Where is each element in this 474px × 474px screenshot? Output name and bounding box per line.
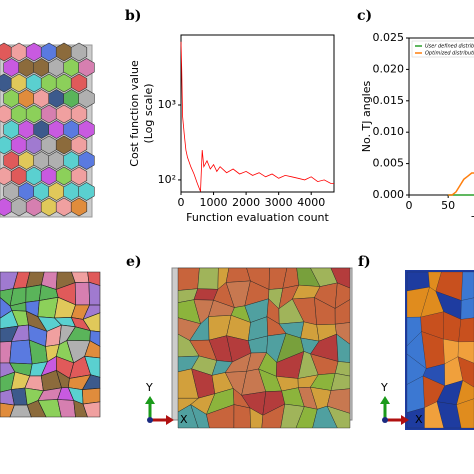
y-axis-label: (Log scale) [142,83,155,143]
grain [461,271,474,301]
legend-box [411,40,474,58]
axis-origin [147,417,153,423]
line-series [448,172,474,196]
y-tick-label: 0.015 [373,94,405,107]
y-tick-label: 0.000 [373,188,405,201]
grain [82,387,101,405]
x-tick-label: 4000 [297,196,325,209]
hexagon-grain [70,104,88,124]
hexagon-grain [78,58,95,77]
grain [233,404,251,429]
y-tick-label: 10² [158,173,176,186]
legend-label: Optimized distribution [425,51,474,57]
hexagon-grain [70,197,88,217]
grain [457,341,474,364]
grain [225,267,251,283]
y-axis-label: No. TJ angles [360,80,373,152]
grain [82,401,101,418]
axis-origin [382,417,388,423]
y-tick-label: 0.005 [373,157,405,170]
grain [25,284,42,303]
hexagon-grain [78,182,95,201]
grain [88,281,101,306]
grain [457,356,474,388]
grain [9,339,33,365]
grain [74,281,90,306]
grain [460,297,474,320]
hexagon-grain [78,89,95,108]
grain [458,317,474,343]
arrow-head [145,396,155,404]
hexagon-grain [78,151,95,170]
panel-label: e) [126,254,142,270]
grain [456,398,474,429]
plot-frame [408,37,474,196]
arrow-head [166,415,174,425]
plot-frame [180,34,335,193]
panel-label: c) [357,8,372,24]
x-tick-label: 0 [406,199,413,212]
grain [456,380,474,405]
y-axis-label: Cost function value [128,60,141,167]
x-tick-label: 0 [178,196,185,209]
hexagon-grain [70,166,88,186]
grain [300,321,320,342]
y-tick-label: 0.020 [373,62,405,75]
x-tick-label: 1000 [200,196,228,209]
arrow-head [380,396,390,404]
y-tick-label: 0.010 [373,125,405,138]
hexagon-grain [70,42,88,62]
hexagon-grain [78,120,95,139]
grain [197,267,219,290]
x-tick-label: 2000 [232,196,260,209]
axis-label: Y [380,381,388,394]
panel-label: f) [358,254,371,270]
y-tick-label: 0.025 [373,31,405,44]
images: Y X Y X [0,42,474,430]
hexagon-grain [70,73,88,93]
axis-label: X [180,413,188,426]
grain [177,267,200,291]
arrow-head [401,415,409,425]
legend-label: User defined distribution [425,44,474,50]
y-tick-label: 10³ [158,98,176,111]
panel-label: b) [125,8,141,24]
hexagon-grain [70,135,88,155]
x-axis-label: TJ angles [471,214,474,227]
axis-label: X [415,413,423,426]
axis-label: Y [145,381,153,394]
grain [10,387,28,406]
x-tick-label: 50 [441,199,455,212]
x-tick-label: 3000 [265,196,293,209]
grain [326,405,351,429]
line-series [180,41,334,192]
x-axis-label: Function evaluation count [186,211,329,224]
